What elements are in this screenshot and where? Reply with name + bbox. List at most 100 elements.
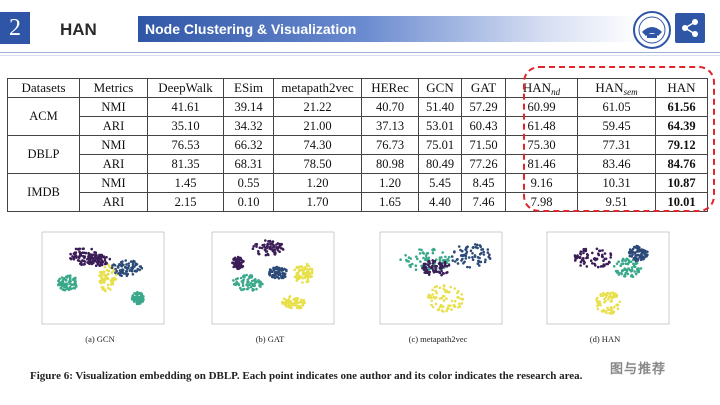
value-cell: 34.32 bbox=[223, 116, 274, 136]
embedding-point bbox=[102, 270, 105, 274]
embedding-point bbox=[484, 258, 487, 262]
embedding-point bbox=[108, 265, 111, 268]
embedding-point bbox=[453, 287, 456, 290]
embedding-point bbox=[125, 266, 128, 270]
embedding-point bbox=[69, 257, 72, 260]
header-cell: metapath2vec bbox=[273, 78, 362, 98]
embedding-point bbox=[609, 252, 612, 255]
metric-cell: NMI bbox=[79, 97, 148, 117]
embedding-point bbox=[432, 295, 436, 299]
embedding-point bbox=[288, 295, 292, 298]
embedding-point bbox=[456, 295, 459, 299]
embedding-point bbox=[78, 250, 81, 254]
embedding-point bbox=[606, 291, 610, 295]
embedding-point bbox=[437, 270, 440, 274]
embedding-point bbox=[436, 308, 440, 312]
value-cell: 61.05 bbox=[577, 97, 656, 117]
embedding-point bbox=[295, 304, 298, 307]
value-cell: 8.45 bbox=[461, 173, 506, 193]
embedding-point bbox=[273, 251, 277, 254]
embedding-point bbox=[586, 253, 590, 257]
embedding-point bbox=[114, 278, 118, 281]
embedding-point bbox=[133, 297, 137, 300]
embedding-point bbox=[265, 250, 269, 253]
embedding-point bbox=[58, 277, 61, 281]
embedding-point bbox=[233, 258, 236, 262]
embedding-point bbox=[639, 267, 643, 270]
embedding-point bbox=[610, 312, 613, 315]
han-results-highlight bbox=[523, 66, 715, 212]
embedding-point bbox=[236, 266, 239, 270]
embedding-point bbox=[646, 250, 649, 254]
embedding-point bbox=[233, 256, 237, 260]
value-cell: 68.31 bbox=[223, 154, 274, 174]
value-cell: 51.40 bbox=[418, 97, 462, 117]
embedding-point bbox=[110, 271, 114, 274]
embedding-point bbox=[92, 261, 95, 265]
embedding-point bbox=[237, 283, 241, 287]
embedding-point bbox=[70, 287, 73, 291]
embedding-point bbox=[422, 252, 426, 255]
embedding-point bbox=[103, 259, 107, 262]
embedding-point bbox=[247, 286, 250, 290]
table-row: ARI 2.15 0.10 1.70 1.65 4.40 7.46 7.98 9.51 10.01 bbox=[8, 192, 708, 212]
embedding-point bbox=[626, 262, 630, 266]
embedding-point bbox=[245, 273, 248, 277]
embedding-point bbox=[125, 263, 128, 266]
embedding-point bbox=[635, 244, 638, 248]
slide-number: 2 bbox=[0, 12, 30, 44]
embedding-point bbox=[100, 273, 103, 276]
embedding-point bbox=[59, 283, 63, 286]
embedding-point bbox=[73, 251, 77, 255]
embedding-point bbox=[457, 245, 461, 248]
value-cell: 71.50 bbox=[461, 135, 506, 155]
embedding-point bbox=[431, 251, 435, 255]
embedding-point bbox=[582, 251, 585, 255]
embedding-point bbox=[112, 269, 115, 272]
embedding-point bbox=[610, 310, 613, 313]
value-cell: 10.87 bbox=[655, 173, 708, 193]
embedding-point bbox=[137, 302, 140, 305]
embedding-point bbox=[464, 257, 468, 260]
embedding-point bbox=[457, 302, 461, 306]
embedding-point bbox=[67, 288, 71, 291]
embedding-point bbox=[242, 274, 245, 278]
share-button[interactable] bbox=[675, 13, 705, 43]
embedding-point bbox=[463, 260, 466, 264]
header-label: HAN bbox=[522, 79, 552, 95]
embedding-point bbox=[98, 264, 101, 268]
embedding-point bbox=[241, 282, 245, 285]
embedding-point bbox=[60, 276, 64, 279]
embedding-point bbox=[133, 260, 136, 263]
embedding-point bbox=[303, 266, 307, 269]
embedding-point bbox=[610, 307, 614, 311]
embedding-point bbox=[264, 253, 268, 257]
embedding-point bbox=[584, 249, 587, 253]
subfigure-caption: (b) GAT bbox=[255, 334, 285, 344]
header-cell: GCN bbox=[418, 78, 462, 98]
embedding-point bbox=[279, 243, 283, 247]
embedding-point bbox=[595, 247, 599, 251]
embedding-point bbox=[281, 271, 284, 275]
embedding-point bbox=[471, 256, 474, 259]
embedding-point bbox=[277, 273, 280, 276]
embedding-point bbox=[287, 301, 290, 305]
embedding-point bbox=[83, 251, 86, 255]
embedding-point bbox=[81, 254, 85, 258]
embedding-point bbox=[141, 296, 144, 300]
embedding-point bbox=[239, 257, 243, 261]
embedding-point bbox=[107, 272, 110, 276]
embedding-point bbox=[103, 273, 107, 277]
embedding-point bbox=[603, 257, 607, 261]
embedding-point bbox=[449, 285, 452, 289]
embedding-point bbox=[578, 255, 582, 259]
embedding-point bbox=[115, 269, 118, 273]
embedding-point bbox=[268, 239, 272, 243]
embedding-point bbox=[602, 259, 605, 262]
embedding-point bbox=[602, 265, 605, 268]
value-cell: 5.45 bbox=[418, 173, 462, 193]
embedding-point bbox=[431, 265, 434, 269]
embedding-point bbox=[609, 296, 613, 299]
embedding-point bbox=[430, 296, 433, 299]
embedding-point bbox=[274, 274, 277, 277]
